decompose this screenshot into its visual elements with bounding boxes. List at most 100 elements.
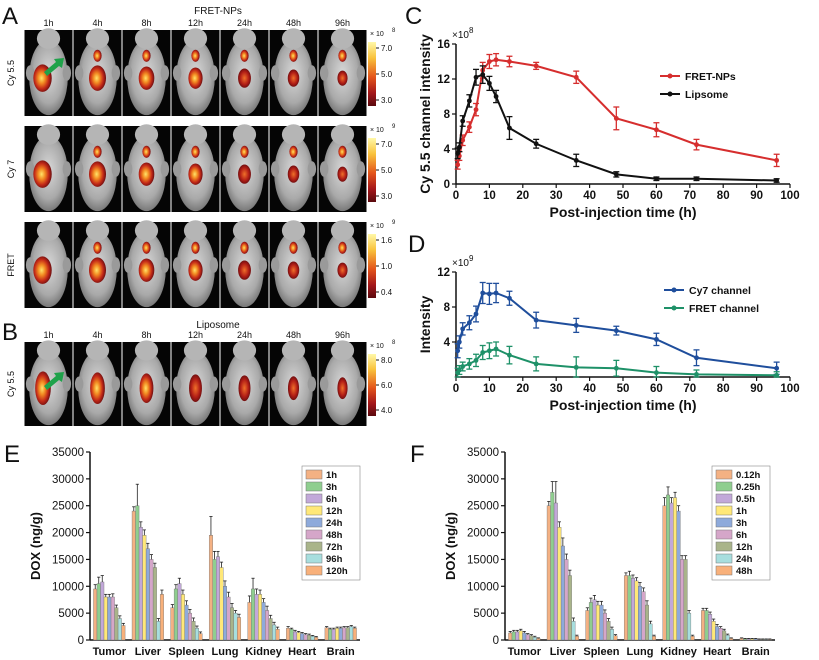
mouse-paw xyxy=(319,65,329,81)
bar xyxy=(208,535,213,641)
bar xyxy=(212,559,217,641)
bar xyxy=(114,607,119,641)
data-point xyxy=(473,107,479,113)
mouse-paw xyxy=(258,65,268,81)
mouse-paw xyxy=(25,257,35,273)
mouse-head xyxy=(134,220,159,241)
mouse-image xyxy=(73,220,122,308)
signal-blob xyxy=(93,241,102,254)
x-tick-label: 20 xyxy=(516,190,529,202)
bar xyxy=(680,559,685,641)
mouse-head xyxy=(36,340,61,361)
category-label: Brain xyxy=(742,646,770,658)
legend-label: 3h xyxy=(736,518,747,529)
signal-blob xyxy=(191,49,200,62)
data-point xyxy=(456,144,462,150)
data-point xyxy=(654,176,659,182)
signal-blob xyxy=(142,145,151,158)
y-tick-label: 30000 xyxy=(52,474,84,486)
mouse-paw xyxy=(123,161,133,177)
data-point xyxy=(774,372,780,378)
mouse-paw xyxy=(160,161,170,177)
y-multiplier-exponent: 9 xyxy=(469,254,474,263)
data-point xyxy=(507,59,512,64)
panel-letter-c: C xyxy=(405,3,422,30)
mouse-head xyxy=(330,340,355,361)
colorbar-tick-label: 4.0 xyxy=(381,406,393,415)
mouse-head xyxy=(134,340,159,361)
bar xyxy=(265,610,270,641)
bar xyxy=(725,634,730,641)
data-point xyxy=(466,98,472,104)
bar xyxy=(525,634,530,641)
mouse-paw xyxy=(270,161,280,177)
signal-blob xyxy=(35,371,51,406)
bar xyxy=(764,639,769,641)
timepoint-label: 12h xyxy=(188,330,203,340)
mouse-paw xyxy=(209,161,219,177)
y-tick-label: 15000 xyxy=(467,554,499,566)
mouse-head xyxy=(281,220,306,241)
bar xyxy=(331,629,336,641)
bar xyxy=(107,596,112,641)
signal-blob xyxy=(188,163,203,185)
signal-blob xyxy=(139,373,154,404)
legend-marker xyxy=(671,305,677,311)
bar xyxy=(648,623,653,641)
mouse-paw xyxy=(172,161,182,177)
mouse-paw xyxy=(160,376,170,392)
mouse-image xyxy=(269,124,318,212)
category-label: Kidney xyxy=(245,646,283,658)
bar xyxy=(117,618,122,641)
bar xyxy=(715,626,720,641)
data-point xyxy=(613,328,619,334)
mouse-head xyxy=(36,220,61,241)
bar xyxy=(230,607,234,641)
legend-swatch xyxy=(305,529,323,540)
signal-blob xyxy=(191,145,200,158)
data-point xyxy=(466,124,472,130)
data-point xyxy=(493,346,499,352)
imaging-panel-b: 1h 4h 8h 12h 24h 48h 96h Cy 5.5 × 10 8 8.0 6.0 4.0 xyxy=(6,330,396,426)
panel-letter-b: B xyxy=(2,319,18,346)
bar xyxy=(532,637,537,641)
bar xyxy=(237,617,242,641)
mouse-image xyxy=(24,28,73,116)
legend-label: FRET-NPs xyxy=(685,71,736,83)
legend-label: 24h xyxy=(736,554,753,565)
data-point xyxy=(456,339,462,345)
mouse-image xyxy=(220,28,269,116)
bar xyxy=(96,583,101,641)
mouse-head xyxy=(330,28,355,49)
category-label: Spleen xyxy=(583,646,619,658)
mouse-image xyxy=(122,28,171,116)
mouse-image xyxy=(24,340,73,426)
bar xyxy=(135,505,140,641)
x-tick-label: 80 xyxy=(717,190,730,202)
mouse-image xyxy=(171,340,220,426)
timepoint-label: 48h xyxy=(286,18,301,28)
data-point xyxy=(533,361,539,367)
mouse-paw xyxy=(74,257,84,273)
mouse-paw xyxy=(221,65,231,81)
y-tick-label: 8 xyxy=(444,302,451,314)
panel-b-title: Liposome xyxy=(196,320,240,331)
bar xyxy=(142,535,147,641)
mouse-paw xyxy=(123,65,133,81)
bar xyxy=(268,618,273,641)
bar xyxy=(662,505,667,641)
mouse-image xyxy=(318,124,367,212)
row-label: Cy 5.5 xyxy=(6,371,16,397)
timepoint-label: 8h xyxy=(141,18,151,28)
bar xyxy=(219,567,224,641)
signal-blob xyxy=(189,374,202,403)
legend-swatch xyxy=(715,565,733,576)
bar xyxy=(103,596,108,641)
y-tick-label: 25000 xyxy=(467,501,499,513)
data-point xyxy=(487,291,492,297)
bar xyxy=(739,638,744,641)
bar xyxy=(641,591,646,641)
bar xyxy=(599,604,604,641)
data-point xyxy=(694,176,699,182)
legend-swatch xyxy=(715,541,733,552)
